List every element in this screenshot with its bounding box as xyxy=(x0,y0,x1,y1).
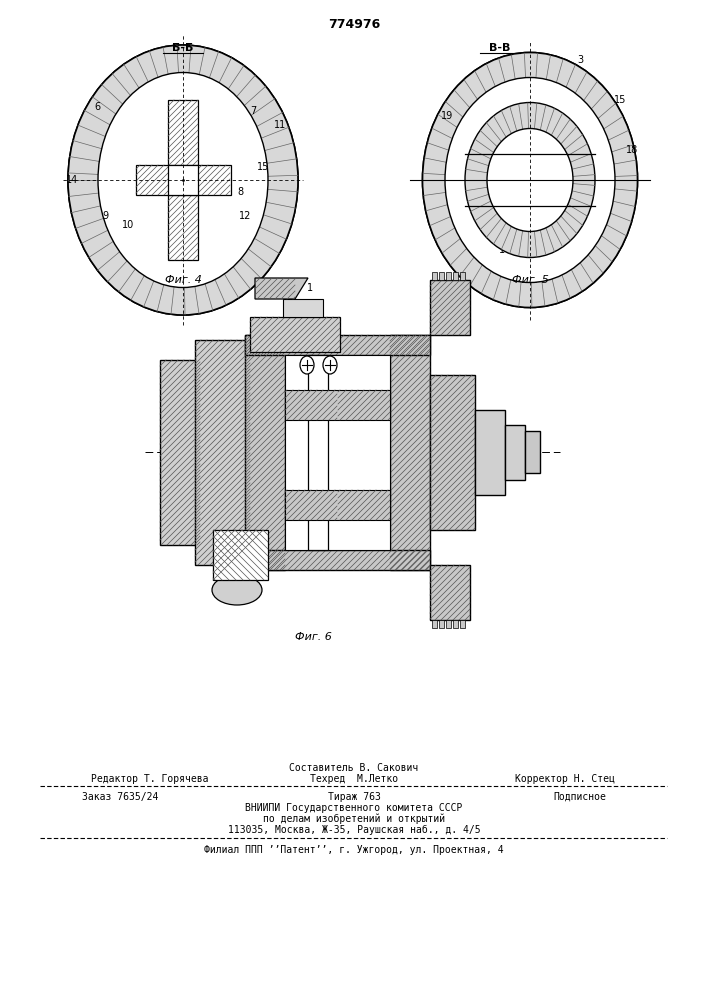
FancyBboxPatch shape xyxy=(195,340,250,565)
FancyBboxPatch shape xyxy=(245,335,430,355)
FancyBboxPatch shape xyxy=(460,620,465,628)
Ellipse shape xyxy=(68,45,298,315)
FancyBboxPatch shape xyxy=(390,335,430,570)
Ellipse shape xyxy=(465,103,595,257)
Text: 15: 15 xyxy=(614,95,626,105)
Text: 113035, Москва, Ж-35, Раушская наб., д. 4/5: 113035, Москва, Ж-35, Раушская наб., д. … xyxy=(228,825,480,835)
Ellipse shape xyxy=(300,356,314,374)
FancyBboxPatch shape xyxy=(283,299,323,317)
Text: 10: 10 xyxy=(122,220,134,230)
Text: 1: 1 xyxy=(287,291,293,301)
Text: 9: 9 xyxy=(102,211,108,221)
FancyBboxPatch shape xyxy=(430,565,470,620)
FancyBboxPatch shape xyxy=(168,165,198,195)
Text: 14: 14 xyxy=(499,245,511,255)
Text: 14: 14 xyxy=(66,175,78,185)
Text: Фиг. 4: Фиг. 4 xyxy=(165,275,201,285)
Ellipse shape xyxy=(487,128,573,232)
FancyBboxPatch shape xyxy=(136,165,230,195)
FancyBboxPatch shape xyxy=(430,375,475,530)
Text: В-В: В-В xyxy=(489,43,510,53)
Text: 19: 19 xyxy=(441,111,453,121)
FancyBboxPatch shape xyxy=(432,272,437,280)
Ellipse shape xyxy=(323,356,337,374)
Text: 15: 15 xyxy=(257,162,269,172)
FancyBboxPatch shape xyxy=(285,490,390,520)
FancyBboxPatch shape xyxy=(460,272,465,280)
Ellipse shape xyxy=(423,52,638,308)
Ellipse shape xyxy=(98,73,268,288)
Text: 8: 8 xyxy=(237,187,243,197)
FancyBboxPatch shape xyxy=(430,280,470,335)
Text: Б-Б: Б-Б xyxy=(173,43,194,53)
Text: Составитель В. Сакович: Составитель В. Сакович xyxy=(289,763,419,773)
FancyBboxPatch shape xyxy=(285,390,390,420)
Ellipse shape xyxy=(445,78,615,282)
Text: Техред  М.Летко: Техред М.Летко xyxy=(310,774,398,784)
Text: 1: 1 xyxy=(307,283,313,293)
Text: 3: 3 xyxy=(577,55,583,65)
Polygon shape xyxy=(255,278,308,299)
Text: 2: 2 xyxy=(217,574,223,584)
Text: 18: 18 xyxy=(626,145,638,155)
FancyBboxPatch shape xyxy=(453,620,458,628)
FancyBboxPatch shape xyxy=(250,317,340,352)
FancyBboxPatch shape xyxy=(446,620,451,628)
FancyBboxPatch shape xyxy=(439,272,444,280)
Text: Фиг. 6: Фиг. 6 xyxy=(295,632,332,642)
Ellipse shape xyxy=(68,45,298,315)
Text: Филиал ППП ’’Патент’’, г. Ужгород, ул. Проектная, 4: Филиал ППП ’’Патент’’, г. Ужгород, ул. П… xyxy=(204,845,504,855)
Text: Редактор Т. Горячева: Редактор Т. Горячева xyxy=(91,774,209,784)
Text: Тираж 763: Тираж 763 xyxy=(327,792,380,802)
Ellipse shape xyxy=(423,52,638,308)
Text: Подписное: Подписное xyxy=(554,792,607,802)
FancyBboxPatch shape xyxy=(475,410,505,495)
Text: Корректор Н. Стец: Корректор Н. Стец xyxy=(515,774,615,784)
FancyBboxPatch shape xyxy=(245,335,285,570)
FancyBboxPatch shape xyxy=(525,431,540,473)
FancyBboxPatch shape xyxy=(446,272,451,280)
FancyBboxPatch shape xyxy=(432,620,437,628)
FancyBboxPatch shape xyxy=(439,620,444,628)
Text: 12: 12 xyxy=(239,211,251,221)
FancyBboxPatch shape xyxy=(505,425,525,480)
FancyBboxPatch shape xyxy=(213,530,268,580)
FancyBboxPatch shape xyxy=(308,355,328,550)
FancyBboxPatch shape xyxy=(168,100,198,260)
Text: 15: 15 xyxy=(211,558,223,568)
Text: Фиг. 5: Фиг. 5 xyxy=(512,275,549,285)
Text: 774976: 774976 xyxy=(328,17,380,30)
Text: 6: 6 xyxy=(94,102,100,112)
FancyBboxPatch shape xyxy=(160,360,200,545)
Text: по делам изобретений и открытий: по делам изобретений и открытий xyxy=(263,814,445,824)
Text: Заказ 7635/24: Заказ 7635/24 xyxy=(82,792,158,802)
Text: ВНИИПИ Государственного комитета СССР: ВНИИПИ Государственного комитета СССР xyxy=(245,803,462,813)
Ellipse shape xyxy=(212,575,262,605)
FancyBboxPatch shape xyxy=(453,272,458,280)
Text: 14: 14 xyxy=(164,415,176,425)
Text: 7: 7 xyxy=(250,106,256,116)
FancyBboxPatch shape xyxy=(245,550,430,570)
Text: 3: 3 xyxy=(397,335,403,345)
Text: 11: 11 xyxy=(274,120,286,130)
FancyBboxPatch shape xyxy=(285,355,390,550)
